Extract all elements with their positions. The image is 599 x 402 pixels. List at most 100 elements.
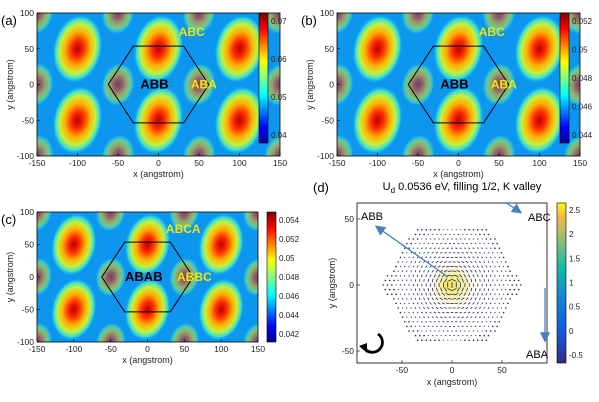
density-peak [198,278,244,341]
panel-letter: (a) [1,13,17,28]
x-tick-label: -100 [369,158,386,168]
colorbar-tick-label: 0.046 [279,292,300,301]
density-peak [514,86,565,155]
label-right-stacking: ABA [191,78,217,92]
colorbar-tick-label: 0.06 [271,55,287,64]
density-peak [37,212,52,232]
panel-letter: (d) [313,180,329,195]
x-tick-label: 150 [573,158,587,168]
density-peak [51,278,97,341]
colorbar-tick-label: 0.05 [271,93,287,102]
x-tick-label: 100 [232,158,246,168]
x-tick-label: 150 [273,158,287,168]
vector-panel: (d) Ud 0.0536 eV, filling 1/2, K valley AB… [313,180,583,387]
density-peak [352,14,403,83]
y-axis-label: y (angstrom) [5,59,15,110]
label-aba: ABA [526,349,549,361]
colorbar-tick-label: 0.054 [279,216,300,225]
x-axis-label: x (angstrom) [433,169,484,179]
label-top-stacking: ABC [479,25,505,39]
y-tick-label: -100 [317,151,334,161]
density-peak [101,63,135,106]
density-peak [214,86,265,155]
density-peak [51,213,97,276]
label-right-stacking: ABBC [177,270,212,284]
density-peak [401,13,435,35]
density-peak [182,134,216,156]
density-peak [243,212,258,232]
density-peak [52,14,103,83]
x-tick-label: -50 [105,344,118,354]
colorbar-tick-label: 1.5 [569,254,581,263]
x-tick-label: 0 [145,344,150,354]
density-peak [514,14,565,83]
x-tick-label: -150 [28,158,45,168]
density-peak [198,213,244,276]
y-tick-label: -50 [22,305,35,315]
density-peak [337,13,354,35]
label-center-stacking: ABAB [125,269,163,284]
density-peak [433,86,484,155]
x-tick-label: 0 [156,158,161,168]
y-tick-label: 100 [20,8,34,18]
y-tick-label: 50 [25,240,35,250]
colorbar-tick-label: 2.5 [569,206,581,215]
density-peak [133,86,184,155]
density-peak [95,322,126,342]
y-tick-label: 100 [20,207,34,217]
density-peak [263,13,280,35]
label-abb: ABB [361,211,383,223]
label-top-stacking: ABC [179,25,205,39]
x-tick-label: -50 [112,158,125,168]
colorbar-tick-label: 0.048 [279,273,300,282]
colorbar-tick-label: 1 [569,279,574,288]
label-center-stacking: ABB [440,77,468,92]
x-axis-label: x (angstrom) [133,169,184,179]
y-tick-label: 50 [325,44,335,54]
density-peak [433,14,484,83]
colorbar-tick-label: 0.042 [279,330,300,339]
colorbar-tick-label: 0.048 [572,74,593,83]
label-center-stacking: ABB [140,77,168,92]
moire-hexagon [101,241,194,313]
moire-hexagon [107,45,210,124]
density-peak [169,212,200,232]
density-peak [37,63,54,106]
density-peak [401,63,435,106]
density-peak [37,134,54,156]
x-tick-label: -50 [396,365,409,375]
colorbar-tick-label: 0.05 [279,254,295,263]
y-tick-label: -50 [322,115,335,125]
density-peak [401,134,435,156]
x-tick-label: -150 [28,344,45,354]
y-tick-label: 0 [349,280,354,290]
colorbar-tick-label: 0.044 [279,311,300,320]
x-tick-label: -100 [65,344,82,354]
colorbar-tick-label: 0.052 [572,17,593,26]
x-axis-label: x (angstrom) [427,377,478,387]
y-tick-label: -100 [17,337,34,347]
x-tick-label: 50 [494,158,504,168]
density-peak [169,257,200,297]
colorbar [266,211,277,343]
moire-hexagon [407,45,510,124]
y-tick-label: 50 [25,44,35,54]
colorbar [556,202,567,364]
x-tick-label: 100 [214,344,228,354]
colorbar-tick-label: 0.05 [572,46,588,55]
density-peak [124,278,171,341]
x-tick-label: 50 [194,158,204,168]
density-peak [101,134,135,156]
density-peak [482,13,516,35]
density-peak [563,134,580,156]
density-peak [37,257,52,297]
x-tick-label: 150 [251,344,265,354]
colorbar-tick-label: 0.5 [569,303,581,312]
density-peak [133,14,184,83]
x-tick-label: 0 [456,158,461,168]
colorbar-tick-label: 2 [569,230,574,239]
x-tick-label: 50 [180,344,190,354]
colorbar-tick-label: 0.046 [572,103,593,112]
y-tick-label: -50 [22,115,35,125]
